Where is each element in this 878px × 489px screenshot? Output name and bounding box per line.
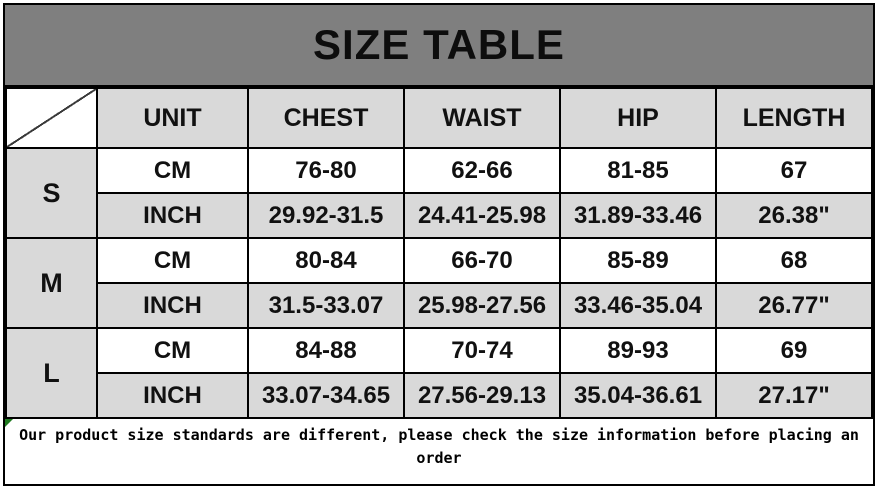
page-title: SIZE TABLE bbox=[313, 21, 565, 68]
diagonal-corner-cell bbox=[5, 87, 98, 149]
table-row: INCH 29.92-31.5 24.41-25.98 31.89-33.46 … bbox=[6, 192, 873, 239]
cell-m-cm-waist: 66-70 bbox=[403, 237, 561, 284]
cell-s-inch-chest: 29.92-31.5 bbox=[247, 192, 405, 239]
cell-l-cm-chest: 84-88 bbox=[247, 327, 405, 374]
size-label-m: M bbox=[5, 237, 98, 329]
size-label-s: S bbox=[5, 147, 98, 239]
cell-l-inch-waist: 27.56-29.13 bbox=[403, 372, 561, 419]
col-header-waist: WAIST bbox=[403, 87, 561, 149]
cell-s-inch-length: 26.38" bbox=[715, 192, 873, 239]
unit-label: CM bbox=[96, 147, 249, 194]
table-row: INCH 33.07-34.65 27.56-29.13 35.04-36.61… bbox=[6, 372, 873, 419]
col-header-length: LENGTH bbox=[715, 87, 873, 149]
cell-m-cm-length: 68 bbox=[715, 237, 873, 284]
cell-m-inch-length: 26.77" bbox=[715, 282, 873, 329]
header-row: UNIT CHEST WAIST HIP LENGTH bbox=[5, 87, 873, 149]
cell-s-cm-waist: 62-66 bbox=[403, 147, 561, 194]
size-note-text: Our product size standards are different… bbox=[19, 426, 859, 468]
cell-l-cm-length: 69 bbox=[715, 327, 873, 374]
cell-s-cm-chest: 76-80 bbox=[247, 147, 405, 194]
cell-l-cm-waist: 70-74 bbox=[403, 327, 561, 374]
table-row: L CM 84-88 70-74 89-93 69 bbox=[5, 327, 873, 419]
col-header-hip: HIP bbox=[559, 87, 717, 149]
cell-m-cm-hip: 85-89 bbox=[559, 237, 717, 284]
title-bar: SIZE TABLE bbox=[5, 5, 873, 87]
cell-s-cm-hip: 81-85 bbox=[559, 147, 717, 194]
cell-l-inch-chest: 33.07-34.65 bbox=[247, 372, 405, 419]
size-note: Our product size standards are different… bbox=[5, 419, 873, 484]
cell-s-inch-waist: 24.41-25.98 bbox=[403, 192, 561, 239]
unit-label: CM bbox=[96, 237, 249, 284]
table-row: INCH 31.5-33.07 25.98-27.56 33.46-35.04 … bbox=[6, 282, 873, 329]
cell-m-inch-chest: 31.5-33.07 bbox=[247, 282, 405, 329]
cell-l-inch-hip: 35.04-36.61 bbox=[559, 372, 717, 419]
cell-s-cm-length: 67 bbox=[715, 147, 873, 194]
table-row: S CM 76-80 62-66 81-85 67 bbox=[5, 147, 873, 239]
cell-m-cm-chest: 80-84 bbox=[247, 237, 405, 284]
table-row: M CM 80-84 66-70 85-89 68 bbox=[5, 237, 873, 329]
size-table: UNIT CHEST WAIST HIP LENGTH S CM 76-80 6… bbox=[5, 87, 873, 419]
cell-l-cm-hip: 89-93 bbox=[559, 327, 717, 374]
unit-label: INCH bbox=[96, 192, 249, 239]
col-header-unit: UNIT bbox=[96, 87, 249, 149]
cell-m-inch-hip: 33.46-35.04 bbox=[559, 282, 717, 329]
unit-label: INCH bbox=[96, 372, 249, 419]
size-label-l: L bbox=[5, 327, 98, 419]
col-header-chest: CHEST bbox=[247, 87, 405, 149]
unit-label: INCH bbox=[96, 282, 249, 329]
excel-green-triangle-icon bbox=[5, 419, 13, 427]
unit-label: CM bbox=[96, 327, 249, 374]
cell-s-inch-hip: 31.89-33.46 bbox=[559, 192, 717, 239]
size-chart-panel: SIZE TABLE UNIT CHEST WAIST HIP LENGTH S… bbox=[3, 3, 875, 486]
cell-l-inch-length: 27.17" bbox=[715, 372, 873, 419]
cell-m-inch-waist: 25.98-27.56 bbox=[403, 282, 561, 329]
